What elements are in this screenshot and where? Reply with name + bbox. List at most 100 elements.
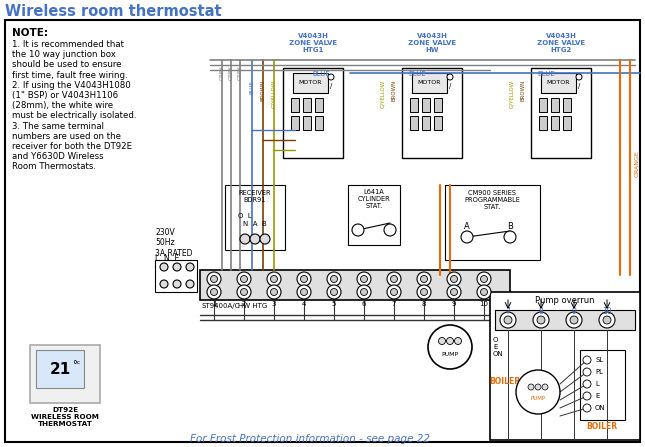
Circle shape xyxy=(301,288,308,295)
Text: L: L xyxy=(595,381,599,387)
Circle shape xyxy=(504,316,512,324)
Text: first time, fault free wiring.: first time, fault free wiring. xyxy=(12,71,128,80)
Bar xyxy=(563,116,571,130)
Text: ON: ON xyxy=(595,405,606,411)
Text: G/YELLOW: G/YELLOW xyxy=(272,80,277,108)
Circle shape xyxy=(237,272,251,286)
Text: N  A  B: N A B xyxy=(243,221,267,227)
Circle shape xyxy=(330,275,337,283)
Text: MOTOR: MOTOR xyxy=(298,80,322,85)
Bar xyxy=(303,116,311,130)
Text: GREY: GREY xyxy=(228,65,233,80)
Circle shape xyxy=(516,370,560,414)
Text: 7: 7 xyxy=(506,307,510,316)
Circle shape xyxy=(297,272,311,286)
Text: G/YELLOW: G/YELLOW xyxy=(381,80,386,108)
Circle shape xyxy=(301,275,308,283)
Circle shape xyxy=(481,288,488,295)
Text: and Y6630D Wireless: and Y6630D Wireless xyxy=(12,152,104,161)
Text: 7: 7 xyxy=(392,301,396,307)
Bar xyxy=(410,116,418,130)
Circle shape xyxy=(361,275,368,283)
Text: PL: PL xyxy=(595,369,603,375)
Text: GREY: GREY xyxy=(237,65,243,80)
Circle shape xyxy=(447,74,453,80)
Bar xyxy=(490,292,640,440)
Circle shape xyxy=(327,285,341,299)
Circle shape xyxy=(241,288,248,295)
Text: 10: 10 xyxy=(602,307,612,316)
Text: NOTE:: NOTE: xyxy=(12,28,48,38)
Circle shape xyxy=(421,288,428,295)
Circle shape xyxy=(477,285,491,299)
Text: N  E  L: N E L xyxy=(440,338,460,343)
Bar xyxy=(303,98,311,112)
Text: DT92E
WIRELESS ROOM
THERMOSTAT: DT92E WIRELESS ROOM THERMOSTAT xyxy=(31,407,99,427)
Text: PUMP: PUMP xyxy=(530,396,546,401)
Text: G/YELLOW: G/YELLOW xyxy=(510,80,515,108)
Text: ORANGE: ORANGE xyxy=(635,150,639,177)
Circle shape xyxy=(500,312,516,328)
Circle shape xyxy=(357,285,371,299)
Text: BROWN: BROWN xyxy=(521,80,526,101)
Text: 9: 9 xyxy=(571,307,577,316)
Text: /: / xyxy=(578,83,580,89)
Circle shape xyxy=(210,275,217,283)
Text: BROWN: BROWN xyxy=(392,80,397,101)
Text: Room Thermostats.: Room Thermostats. xyxy=(12,162,96,171)
Circle shape xyxy=(267,285,281,299)
Text: For Frost Protection information - see page 22: For Frost Protection information - see p… xyxy=(190,434,430,444)
Circle shape xyxy=(583,404,591,412)
Bar xyxy=(495,310,635,330)
Text: O  L: O L xyxy=(238,213,252,219)
Circle shape xyxy=(461,231,473,243)
Circle shape xyxy=(352,224,364,236)
Text: MOTOR: MOTOR xyxy=(417,80,441,85)
Bar xyxy=(434,98,442,112)
Bar xyxy=(225,185,285,250)
Bar xyxy=(315,98,323,112)
Text: CM900 SERIES
PROGRAMMABLE
STAT.: CM900 SERIES PROGRAMMABLE STAT. xyxy=(464,190,520,210)
Circle shape xyxy=(260,234,270,244)
Bar xyxy=(291,116,299,130)
Text: B: B xyxy=(507,222,513,231)
Text: E: E xyxy=(595,393,599,399)
Circle shape xyxy=(583,356,591,364)
Bar xyxy=(539,116,547,130)
Bar xyxy=(402,68,462,158)
Text: 10: 10 xyxy=(479,301,488,307)
Text: RECEIVER
BDR91: RECEIVER BDR91 xyxy=(239,190,272,203)
Circle shape xyxy=(417,285,431,299)
Text: BROWN: BROWN xyxy=(261,80,266,101)
Bar xyxy=(563,98,571,112)
Text: V4043H
ZONE VALVE
HW: V4043H ZONE VALVE HW xyxy=(408,33,456,53)
Text: °ᶜ: °ᶜ xyxy=(72,360,80,370)
Circle shape xyxy=(447,285,461,299)
Text: L  N  E: L N E xyxy=(155,254,179,263)
Text: 2. If using the V4043H1080: 2. If using the V4043H1080 xyxy=(12,81,131,90)
Circle shape xyxy=(576,74,582,80)
Circle shape xyxy=(583,368,591,376)
Text: BLUE: BLUE xyxy=(537,71,555,77)
Circle shape xyxy=(390,275,397,283)
Text: 5: 5 xyxy=(332,301,336,307)
Circle shape xyxy=(186,263,194,271)
Text: 3: 3 xyxy=(272,301,276,307)
Circle shape xyxy=(450,288,457,295)
Circle shape xyxy=(384,224,396,236)
Text: /: / xyxy=(449,83,451,89)
Text: 2: 2 xyxy=(242,301,246,307)
Text: 1: 1 xyxy=(212,301,216,307)
Circle shape xyxy=(186,280,194,288)
Text: 4: 4 xyxy=(302,301,306,307)
Circle shape xyxy=(599,312,615,328)
Circle shape xyxy=(207,272,221,286)
Text: numbers are used on the: numbers are used on the xyxy=(12,132,121,141)
Circle shape xyxy=(328,74,334,80)
Text: L641A
CYLINDER
STAT.: L641A CYLINDER STAT. xyxy=(357,189,390,209)
Text: PUMP: PUMP xyxy=(441,353,459,358)
Bar xyxy=(315,116,323,130)
Bar xyxy=(412,73,447,93)
Circle shape xyxy=(535,384,541,390)
Text: BOILER: BOILER xyxy=(586,422,617,431)
